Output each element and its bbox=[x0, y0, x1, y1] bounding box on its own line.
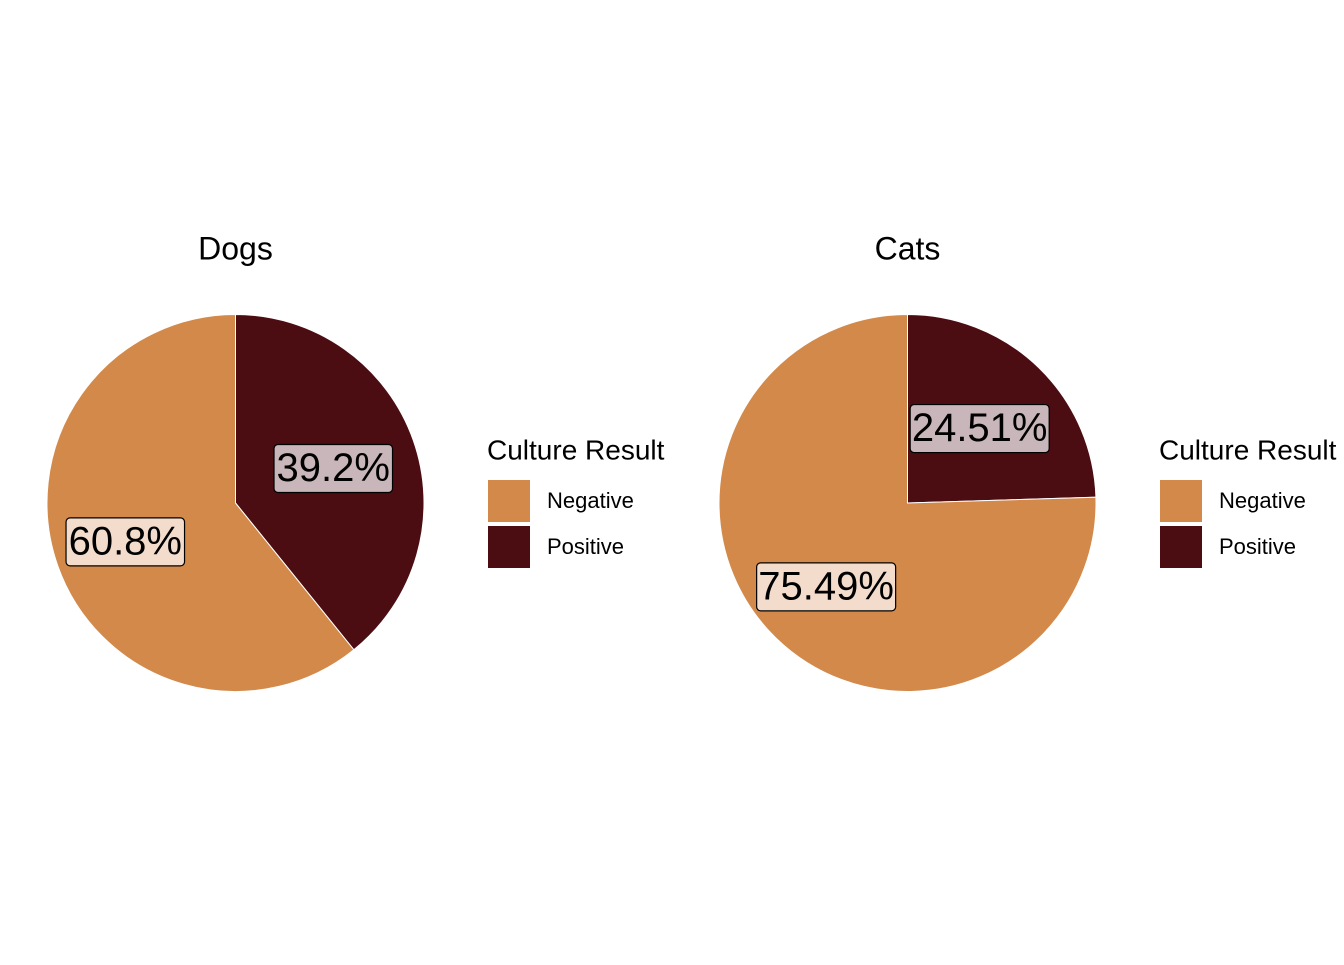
legend-cats: Culture Result Negative Positive bbox=[1159, 434, 1337, 568]
legend-dogs: Culture Result Negative Positive bbox=[487, 434, 665, 568]
pie-label-box-dogs-negative bbox=[65, 517, 186, 567]
pie-slice-dogs-negative bbox=[46, 313, 355, 692]
legend-title-dogs: Culture Result bbox=[487, 434, 665, 465]
legend-label-dogs-negative: Negative bbox=[547, 488, 634, 513]
pie-title-cats: Cats bbox=[875, 230, 941, 266]
pie-panel-dogs: Dogs 39.2% 60.8% bbox=[46, 230, 425, 692]
legend-label-cats-positive: Positive bbox=[1219, 534, 1296, 559]
pie-title-dogs: Dogs bbox=[198, 230, 273, 266]
legend-swatch-dogs-negative bbox=[488, 480, 530, 522]
pie-label-box-dogs-positive bbox=[273, 443, 394, 494]
legend-swatch-dogs-positive bbox=[488, 526, 530, 568]
pie-label-text-cats-positive: 24.51% bbox=[912, 406, 1048, 450]
pie-panel-cats: Cats 24.51% 75.49% bbox=[718, 230, 1097, 692]
legend-title-cats: Culture Result bbox=[1159, 434, 1337, 465]
legend-swatch-cats-negative bbox=[1160, 480, 1202, 522]
legend-label-dogs-positive: Positive bbox=[547, 534, 624, 559]
pie-label-box-cats-positive bbox=[909, 403, 1050, 454]
pie-label-dogs-positive: 39.2% bbox=[273, 443, 394, 494]
pie-label-text-dogs-negative: 60.8% bbox=[69, 519, 182, 563]
pie-label-dogs-negative: 60.8% bbox=[65, 517, 186, 567]
legend-swatch-cats-positive bbox=[1160, 526, 1202, 568]
legend-label-cats-negative: Negative bbox=[1219, 488, 1306, 513]
pie-label-text-dogs-positive: 39.2% bbox=[277, 446, 390, 490]
pie-label-cats-negative: 75.49% bbox=[756, 562, 897, 612]
pie-label-cats-positive: 24.51% bbox=[909, 403, 1050, 454]
pie-label-text-cats-negative: 75.49% bbox=[758, 564, 894, 608]
pie-label-box-cats-negative bbox=[756, 562, 897, 612]
